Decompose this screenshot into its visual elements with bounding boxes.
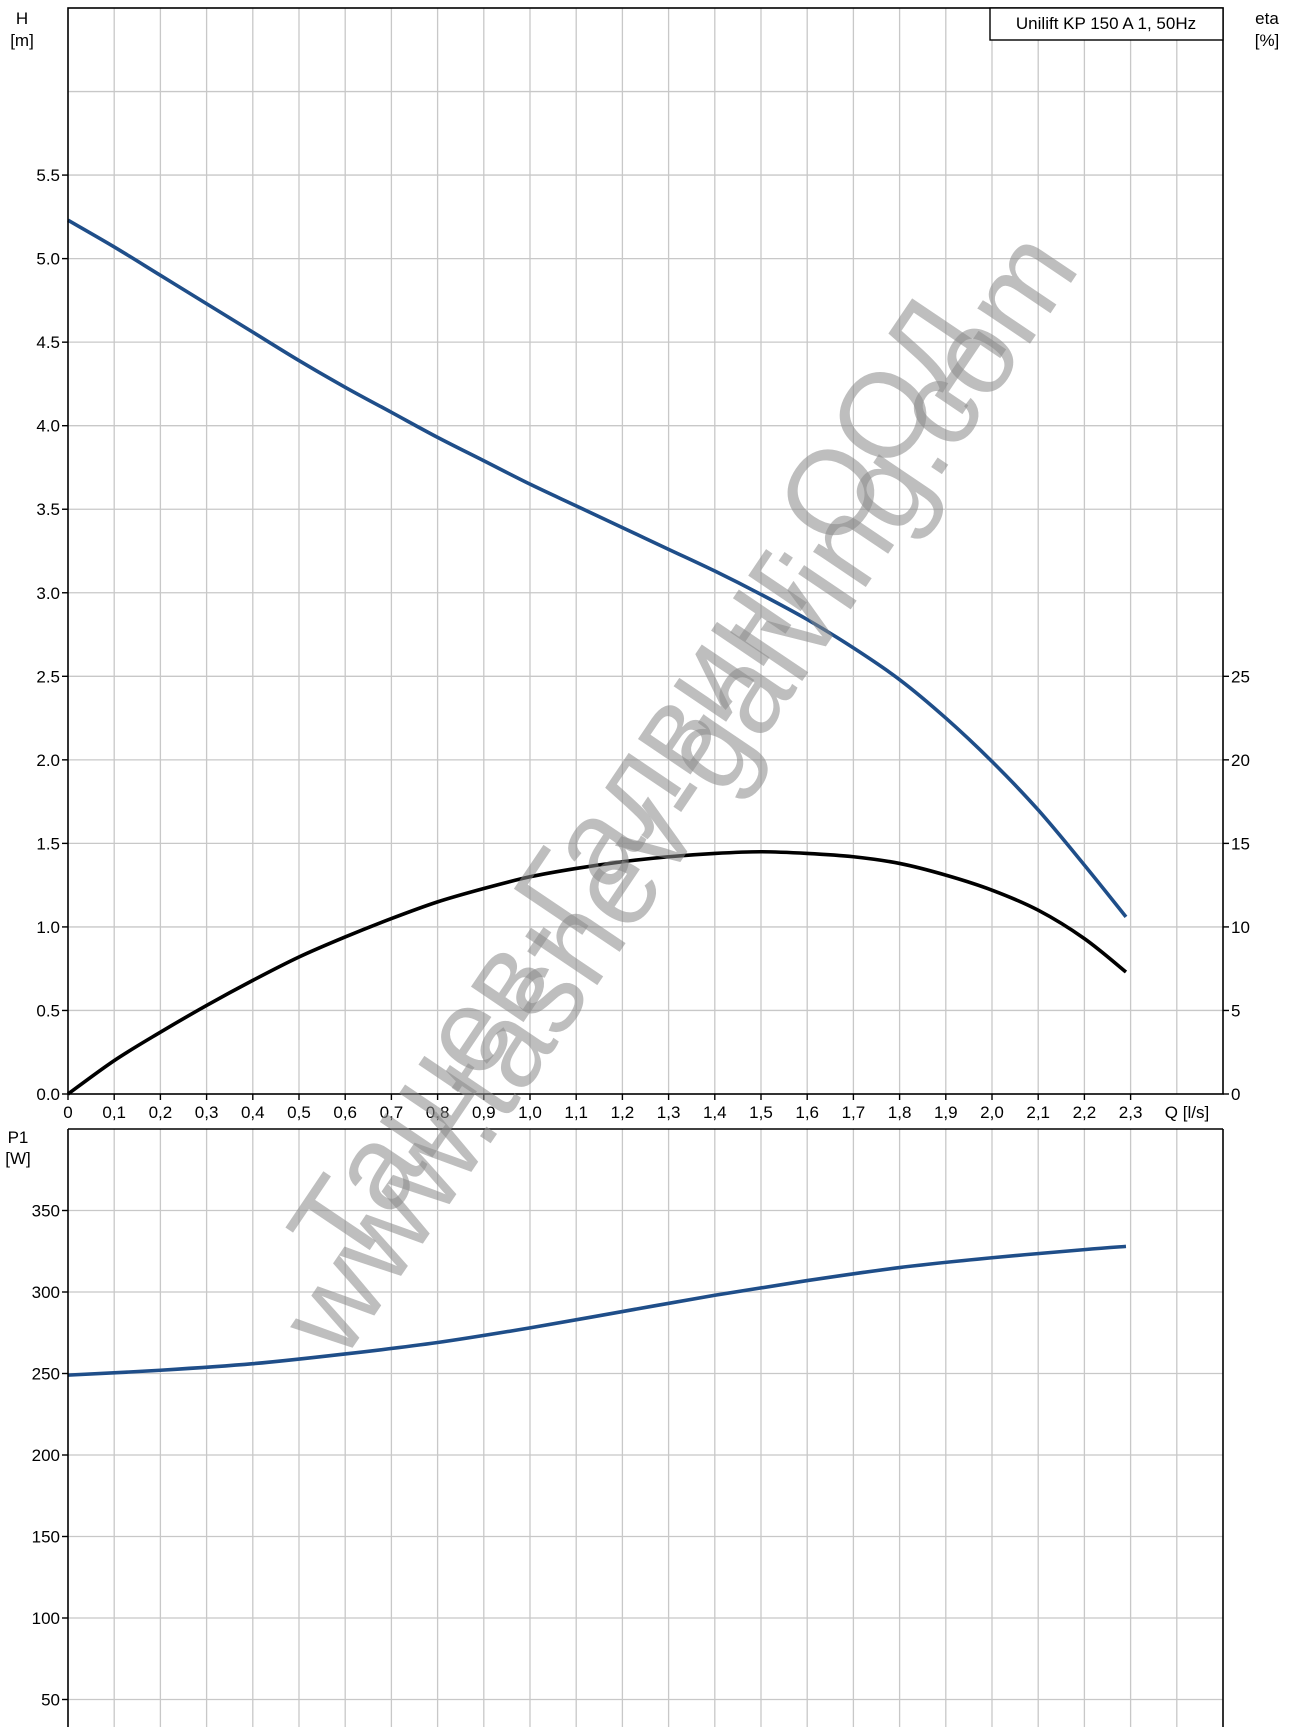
y-tick-label: 4.0 bbox=[36, 417, 60, 436]
x-tick-label: 1,6 bbox=[795, 1103, 819, 1122]
p1-tick-label: 350 bbox=[32, 1202, 60, 1221]
y2-tick-label: 25 bbox=[1231, 667, 1250, 686]
y-tick-label: 3.0 bbox=[36, 584, 60, 603]
x-tick-label: 0,9 bbox=[472, 1103, 496, 1122]
x-tick-label: 1,0 bbox=[518, 1103, 542, 1122]
y-axis-label: H bbox=[16, 9, 28, 28]
efficiency-curve bbox=[66, 849, 1128, 1096]
x-tick-label: 1,5 bbox=[749, 1103, 773, 1122]
y2-tick-label: 10 bbox=[1231, 918, 1250, 937]
p1-tick-label: 50 bbox=[41, 1691, 60, 1710]
p1-tick-label: 100 bbox=[32, 1609, 60, 1628]
watermark-line2: www.tashev-galving.com bbox=[253, 207, 1103, 1378]
y2-tick-label: 20 bbox=[1231, 751, 1250, 770]
x-tick-label: 1,4 bbox=[703, 1103, 727, 1122]
x-axis-label: Q [l/s] bbox=[1165, 1103, 1209, 1122]
x-tick-label: 1,9 bbox=[934, 1103, 958, 1122]
p1-axis-unit: [W] bbox=[5, 1149, 31, 1168]
x-tick-label: 2,3 bbox=[1119, 1103, 1143, 1122]
y-tick-label: 5.5 bbox=[36, 166, 60, 185]
p1-axis-label: P1 bbox=[8, 1128, 29, 1147]
x-tick-label: 0,1 bbox=[102, 1103, 126, 1122]
x-tick-label: 1,7 bbox=[842, 1103, 866, 1122]
y2-axis-unit: [%] bbox=[1255, 31, 1280, 50]
x-tick-label: 0,4 bbox=[241, 1103, 265, 1122]
p1-tick-label: 150 bbox=[32, 1528, 60, 1547]
y-tick-label: 0.0 bbox=[36, 1085, 60, 1104]
x-tick-label: 1,3 bbox=[657, 1103, 681, 1122]
y-tick-label: 2.0 bbox=[36, 751, 60, 770]
y-tick-label: 0.5 bbox=[36, 1001, 60, 1020]
x-tick-label: 0,2 bbox=[149, 1103, 173, 1122]
head-plot-frame bbox=[67, 7, 1224, 1095]
p1-tick-label: 200 bbox=[32, 1446, 60, 1465]
y-tick-label: 3.5 bbox=[36, 500, 60, 519]
x-tick-label: 0,5 bbox=[287, 1103, 311, 1122]
y2-axis-label: eta bbox=[1255, 9, 1279, 28]
y-tick-label: 1.5 bbox=[36, 834, 60, 853]
x-tick-label: 0,6 bbox=[333, 1103, 357, 1122]
legend-label: Unilift KP 150 A 1, 50Hz bbox=[1016, 14, 1196, 33]
x-tick-label: 1,2 bbox=[611, 1103, 635, 1122]
y-tick-label: 1.0 bbox=[36, 918, 60, 937]
y2-tick-label: 0 bbox=[1231, 1085, 1240, 1104]
y2-tick-label: 15 bbox=[1231, 834, 1250, 853]
x-tick-label: 2,1 bbox=[1026, 1103, 1050, 1122]
power-curve bbox=[67, 1244, 1127, 1377]
x-tick-label: 0,3 bbox=[195, 1103, 219, 1122]
x-tick-label: 1,8 bbox=[888, 1103, 912, 1122]
p1-tick-label: 250 bbox=[32, 1365, 60, 1384]
y-tick-label: 5.0 bbox=[36, 250, 60, 269]
y-tick-label: 2.5 bbox=[36, 667, 60, 686]
y-tick-label: 4.5 bbox=[36, 333, 60, 352]
legend-box bbox=[989, 7, 1224, 41]
x-tick-label: 0 bbox=[63, 1103, 72, 1122]
head-curve bbox=[67, 218, 1128, 919]
x-tick-label: 2,2 bbox=[1073, 1103, 1097, 1122]
x-tick-label: 2,0 bbox=[980, 1103, 1004, 1122]
x-tick-label: 1,1 bbox=[564, 1103, 588, 1122]
y2-tick-label: 5 bbox=[1231, 1001, 1240, 1020]
y-axis-unit: [m] bbox=[10, 31, 34, 50]
x-tick-label: 0,8 bbox=[426, 1103, 450, 1122]
x-tick-label: 0,7 bbox=[380, 1103, 404, 1122]
p1-tick-label: 300 bbox=[32, 1283, 60, 1302]
